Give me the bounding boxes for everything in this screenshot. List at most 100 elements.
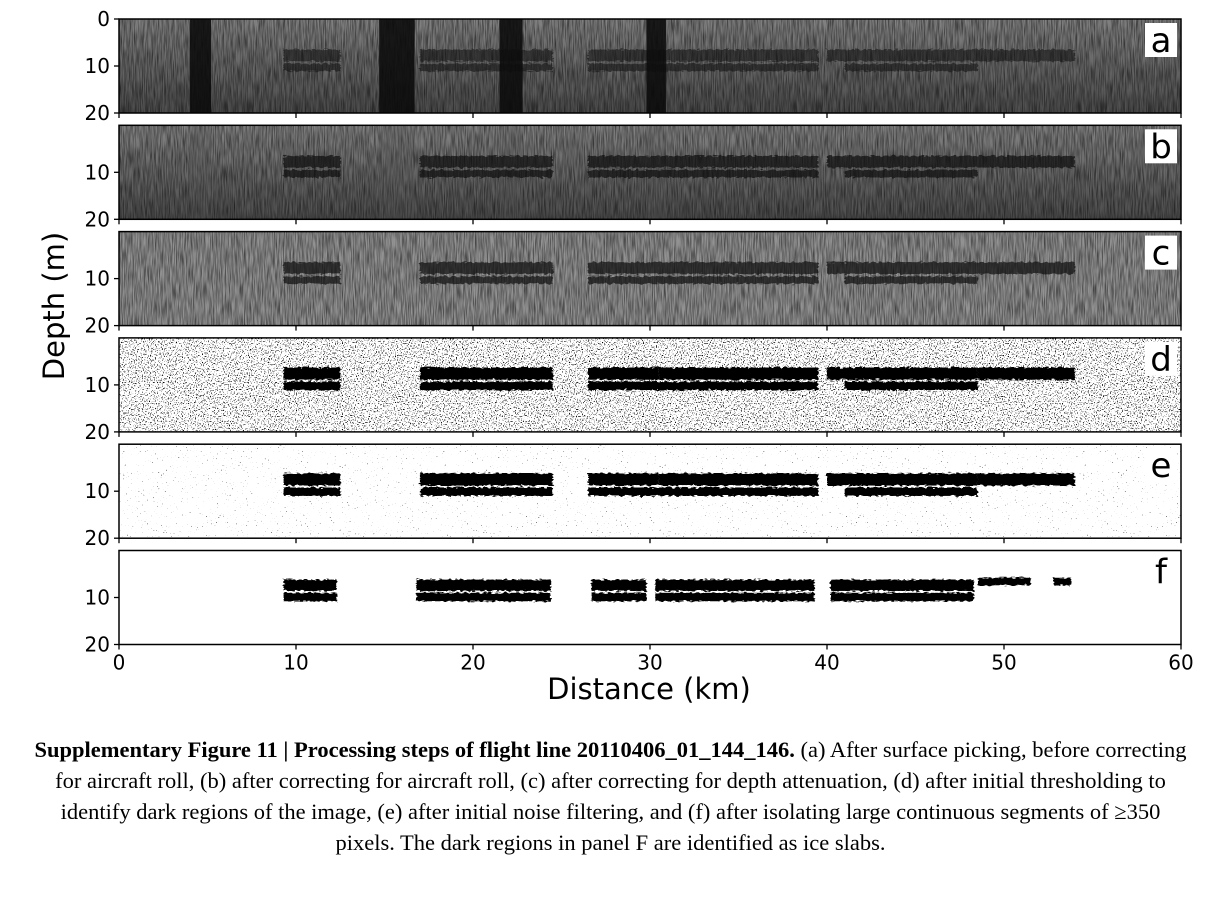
- panel-image: [119, 337, 1181, 432]
- y-tick-label: 10: [85, 586, 110, 610]
- layer-upper-1: [419, 155, 553, 168]
- layer-lower-1: [419, 276, 553, 284]
- layer-upper-2: [588, 473, 659, 486]
- panel-a: a 0 10 20: [85, 7, 1182, 125]
- layer-lower-1: [419, 169, 553, 178]
- y-tick-label: 20: [85, 633, 110, 657]
- dim-column-1: [379, 125, 415, 220]
- panel-letter: d: [1150, 340, 1172, 380]
- ice-slab-lower-3: [655, 592, 815, 602]
- x-tick-label: 40: [814, 651, 839, 675]
- layer-upper-2: [588, 262, 659, 274]
- panel-c: c 10 20: [85, 230, 1182, 338]
- dark-column-1: [379, 19, 415, 113]
- panel-letter-box: [1145, 235, 1177, 270]
- panel-letter: f: [1155, 553, 1168, 593]
- layer-upper-4: [827, 473, 978, 486]
- y-tick-label: 10: [85, 479, 110, 503]
- layer-upper-5: [977, 473, 1075, 486]
- layer-lower-3: [844, 487, 978, 496]
- layer-upper-5: [977, 262, 1075, 274]
- layer-lower-2: [588, 381, 819, 391]
- layer-lower-3: [844, 276, 978, 284]
- ice-slab-upper-3: [655, 579, 815, 591]
- panel-image: [119, 231, 1181, 326]
- layer-upper-4: [827, 155, 978, 168]
- panel-image: [119, 550, 1181, 645]
- layer-lower-0: [283, 487, 341, 496]
- ice-slab-lower-2: [591, 592, 647, 602]
- ice-slab-top-1: [1053, 577, 1072, 586]
- panel-letter: a: [1151, 21, 1172, 61]
- layer-upper-0: [283, 367, 341, 380]
- layer-upper-2: [588, 367, 659, 380]
- y-tick-label: 10: [85, 54, 110, 78]
- layer-upper-3: [658, 262, 819, 274]
- layer-upper-0: [283, 473, 341, 486]
- x-tick-label: 30: [637, 651, 662, 675]
- panel-e: e 10 20: [85, 443, 1182, 550]
- layer-lower-3: [844, 381, 978, 391]
- y-tick-label: 10: [85, 373, 110, 397]
- layer-upper-4: [827, 262, 978, 274]
- ice-slab-lower-1: [416, 592, 551, 602]
- layer-upper-3: [658, 367, 819, 380]
- panel-d: d 10 20: [85, 337, 1182, 444]
- ice-slab-upper-1: [416, 579, 551, 591]
- x-tick-label: 50: [991, 651, 1016, 675]
- ice-slab-upper-2: [591, 579, 647, 591]
- x-tick-label: 60: [1168, 651, 1193, 675]
- y-tick-label: 20: [85, 207, 110, 231]
- layer-upper-5: [977, 367, 1075, 380]
- ice-slab-upper-4: [830, 579, 974, 591]
- panel-image: [119, 444, 1181, 539]
- ice-slab-upper-0: [283, 579, 337, 591]
- layer-lower-3: [844, 169, 978, 178]
- layer-upper-0: [283, 155, 341, 168]
- layer-upper-3: [658, 473, 819, 486]
- figure-caption: Supplementary Figure 11 | Processing ste…: [30, 734, 1191, 858]
- layer-upper-5: [977, 155, 1075, 168]
- layer-lower-0: [283, 169, 341, 178]
- layer-lower-1: [419, 63, 553, 72]
- ice-slab-lower-4: [830, 592, 974, 602]
- layer-upper-0: [283, 262, 341, 274]
- ice-slab-top-0: [977, 577, 1031, 586]
- panel-letter: e: [1151, 446, 1172, 486]
- ice-slab-lower-0: [283, 592, 337, 602]
- layer-upper-4: [827, 49, 978, 62]
- caption-body: (a) After surface picking, before correc…: [55, 737, 1187, 855]
- layer-upper-1: [419, 473, 553, 486]
- panel-letter-box: [1145, 341, 1177, 376]
- layer-lower-1: [419, 381, 553, 391]
- layer-upper-2: [588, 155, 659, 168]
- layer-lower-2: [588, 63, 819, 72]
- layer-upper-1: [419, 49, 553, 62]
- layer-lower-0: [283, 276, 341, 284]
- layer-upper-4: [827, 367, 978, 380]
- panel-letter-box: [1145, 554, 1177, 589]
- panel-letter-box: [1145, 129, 1177, 164]
- layer-lower-1: [419, 487, 553, 496]
- panel-letter: c: [1152, 234, 1171, 274]
- panel-letter-box: [1145, 23, 1177, 57]
- y-axis-title: Depth (m): [37, 232, 71, 380]
- layer-lower-0: [283, 63, 341, 72]
- layer-lower-3: [844, 63, 978, 72]
- layer-upper-1: [419, 367, 553, 380]
- panel-letter-box: [1145, 448, 1177, 483]
- layer-upper-3: [658, 155, 819, 168]
- dim-column-0: [189, 125, 212, 220]
- y-tick-label: 10: [85, 267, 110, 291]
- layer-upper-5: [977, 49, 1075, 62]
- y-tick-label: 20: [85, 314, 110, 338]
- x-tick-label: 10: [283, 651, 308, 675]
- x-tick-label: 20: [460, 651, 485, 675]
- layer-upper-0: [283, 49, 341, 62]
- y-tick-label: 20: [85, 420, 110, 444]
- panel-letter: b: [1150, 127, 1172, 167]
- panel-b: b 10 20: [85, 124, 1182, 231]
- panel-image: [119, 19, 1181, 113]
